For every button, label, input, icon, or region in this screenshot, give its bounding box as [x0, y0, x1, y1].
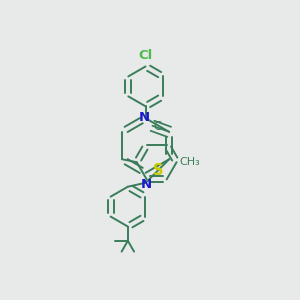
Text: Cl: Cl [138, 49, 153, 62]
Text: CH₃: CH₃ [179, 157, 200, 167]
Text: N: N [139, 111, 150, 124]
Text: C: C [154, 121, 162, 134]
Text: S: S [153, 163, 164, 178]
Text: N: N [141, 178, 152, 191]
